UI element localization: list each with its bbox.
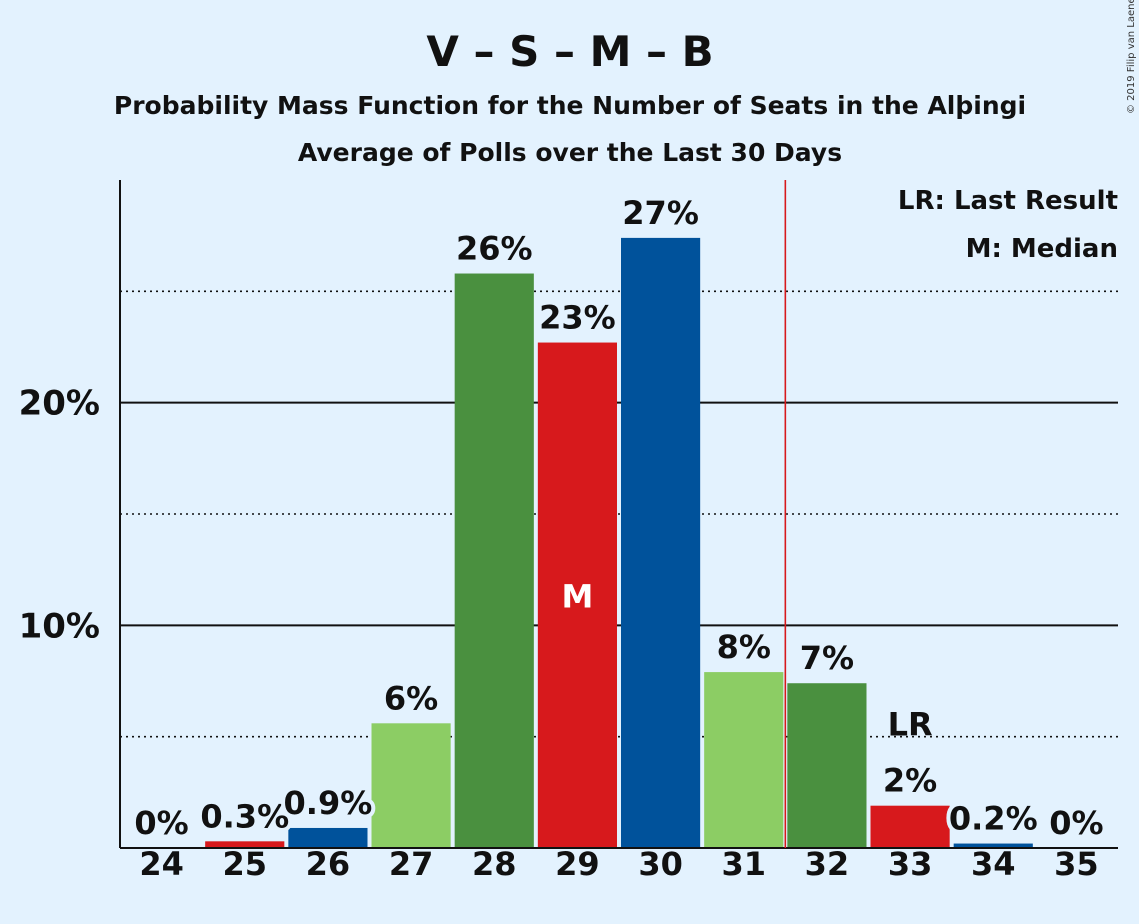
x-tick-label-35: 35 <box>1054 845 1099 883</box>
data-label-28: 26% <box>456 230 533 268</box>
data-label-29: 23% <box>539 299 616 337</box>
x-tick-label-26: 26 <box>306 845 351 883</box>
data-label-26: 0.9% <box>284 784 373 822</box>
data-labels: 0% 0.3%0.9% 6% 26%23% 27% 8% 7% 2% 0.2% 0% <box>130 190 1107 846</box>
markers: M LR <box>561 180 933 848</box>
x-tick-label-32: 32 <box>805 845 850 883</box>
bar-30 <box>621 237 701 849</box>
data-label-35: 0% <box>1049 804 1103 842</box>
x-tick-label-24: 24 <box>139 845 184 883</box>
x-tick-label-27: 27 <box>389 845 434 883</box>
data-label-30: 27% <box>622 194 699 232</box>
x-tick-label-29: 29 <box>555 845 600 883</box>
chart-subtitle: Probability Mass Function for the Number… <box>114 91 1026 120</box>
bar-29 <box>537 342 617 848</box>
x-tick-label-31: 31 <box>721 845 766 883</box>
bars <box>205 237 1033 849</box>
bar-31 <box>704 672 784 848</box>
bar-32 <box>787 683 867 848</box>
bar-27 <box>371 723 451 848</box>
chart-subtitle-2: Average of Polls over the Last 30 Days <box>298 138 842 167</box>
gridlines <box>120 290 1118 738</box>
median-marker: M <box>561 577 593 615</box>
bar-33 <box>870 805 950 848</box>
data-label-31: 8% <box>717 628 771 666</box>
y-tick-label-20: 20% <box>19 384 100 424</box>
y-tick-label-10: 10% <box>19 606 100 646</box>
data-label-24: 0% <box>134 804 188 842</box>
legend-last-result: LR: Last Result <box>898 186 1118 216</box>
x-axis: 24 25 26 27 28 29 30 31 32 33 34 35 <box>120 845 1118 883</box>
data-label-27: 6% <box>384 679 438 717</box>
y-axis: 10% 20% <box>19 180 121 848</box>
data-label-34: 0.2% <box>949 800 1038 838</box>
x-tick-label-25: 25 <box>222 845 267 883</box>
legend-median: M: Median <box>966 234 1118 264</box>
data-label-33: 2% <box>883 762 937 800</box>
bar-26 <box>288 827 368 848</box>
chart-title: V – S – M – B <box>426 27 713 76</box>
bar-28 <box>454 273 534 848</box>
bar-25 <box>205 841 285 848</box>
bar-34 <box>953 843 1033 848</box>
x-tick-label-33: 33 <box>888 845 933 883</box>
copyright-note: © 2019 Filip van Laenen <box>1126 0 1137 114</box>
data-label-32: 7% <box>800 639 854 677</box>
x-tick-label-34: 34 <box>971 845 1016 883</box>
x-tick-label-30: 30 <box>638 845 683 883</box>
last-result-marker: LR <box>888 706 933 744</box>
data-label-25: 0.3% <box>200 797 289 835</box>
x-tick-label-28: 28 <box>472 845 517 883</box>
